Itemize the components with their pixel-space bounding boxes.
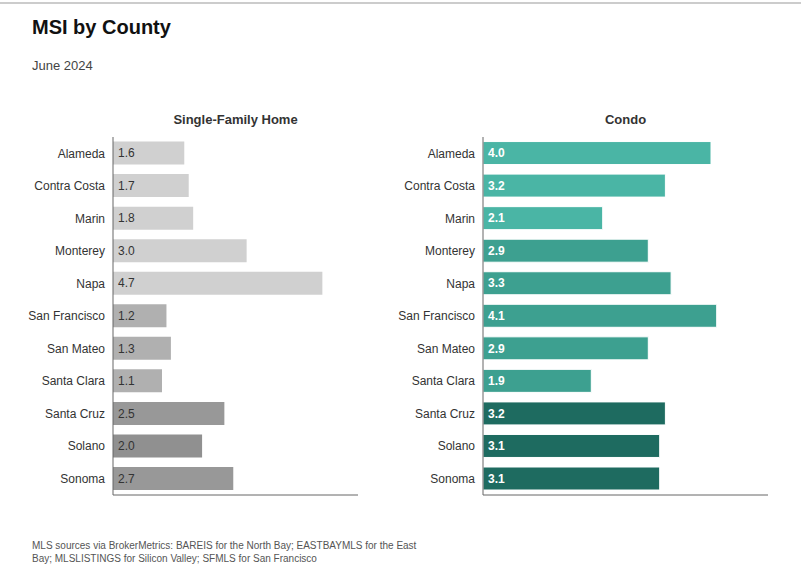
- svg-text:1.7: 1.7: [118, 179, 135, 193]
- html-text:MLS sources via BrokerMetrics:: MLS sources via BrokerMetrics: BAREIS fo…: [32, 540, 417, 551]
- svg-text:1.2: 1.2: [118, 309, 135, 323]
- svg-text:1.6: 1.6: [118, 146, 135, 160]
- html-text:Single-Family Home: Single-Family Home: [173, 112, 298, 127]
- svg-text:4.7: 4.7: [118, 276, 135, 290]
- svg-text:4.1: 4.1: [488, 309, 505, 323]
- svg-text:San Francisco: San Francisco: [28, 309, 105, 323]
- html-text:Condo: Condo: [604, 112, 647, 127]
- svg-text:3.2: 3.2: [488, 179, 505, 193]
- svg-text:1.1: 1.1: [118, 374, 135, 388]
- svg-text:Santa Clara: Santa Clara: [412, 374, 476, 388]
- html-text:MSI by County: MSI by County: [32, 16, 171, 38]
- svg-text:Contra Costa: Contra Costa: [34, 179, 105, 193]
- svg-text:Santa Clara: Santa Clara: [42, 374, 106, 388]
- svg-text:2.5: 2.5: [118, 407, 135, 421]
- html-text:June 2024: June 2024: [32, 58, 93, 73]
- svg-text:4.0: 4.0: [488, 146, 505, 160]
- svg-text:Sonoma: Sonoma: [430, 472, 475, 486]
- svg-text:Alameda: Alameda: [428, 147, 476, 161]
- svg-text:San Mateo: San Mateo: [417, 342, 475, 356]
- svg-text:Napa: Napa: [446, 277, 475, 291]
- svg-text:Contra Costa: Contra Costa: [404, 179, 475, 193]
- svg-text:San Francisco: San Francisco: [398, 309, 475, 323]
- svg-text:1.3: 1.3: [118, 342, 135, 356]
- svg-text:2.9: 2.9: [488, 342, 505, 356]
- svg-text:Alameda: Alameda: [58, 147, 106, 161]
- svg-text:San Mateo: San Mateo: [47, 342, 105, 356]
- svg-text:2.0: 2.0: [118, 439, 135, 453]
- svg-text:2.1: 2.1: [488, 211, 505, 225]
- svg-text:3.1: 3.1: [488, 472, 505, 486]
- svg-text:3.0: 3.0: [118, 244, 135, 258]
- svg-text:1.9: 1.9: [488, 374, 505, 388]
- html-text:Bay; MLSLISTINGS for Silicon V: Bay; MLSLISTINGS for Silicon Valley; SFM…: [32, 553, 317, 564]
- svg-text:Napa: Napa: [76, 277, 105, 291]
- svg-text:Sonoma: Sonoma: [60, 472, 105, 486]
- svg-text:Solano: Solano: [438, 439, 476, 453]
- svg-text:1.8: 1.8: [118, 211, 135, 225]
- svg-text:Marin: Marin: [445, 212, 475, 226]
- svg-text:Solano: Solano: [68, 439, 106, 453]
- svg-text:Santa Cruz: Santa Cruz: [415, 407, 475, 421]
- svg-text:Marin: Marin: [75, 212, 105, 226]
- svg-text:3.1: 3.1: [488, 439, 505, 453]
- svg-text:Monterey: Monterey: [55, 244, 105, 258]
- svg-text:2.7: 2.7: [118, 472, 135, 486]
- svg-text:3.2: 3.2: [488, 407, 505, 421]
- svg-text:3.3: 3.3: [488, 276, 505, 290]
- svg-text:Monterey: Monterey: [425, 244, 475, 258]
- svg-text:2.9: 2.9: [488, 244, 505, 258]
- svg-text:Santa Cruz: Santa Cruz: [45, 407, 105, 421]
